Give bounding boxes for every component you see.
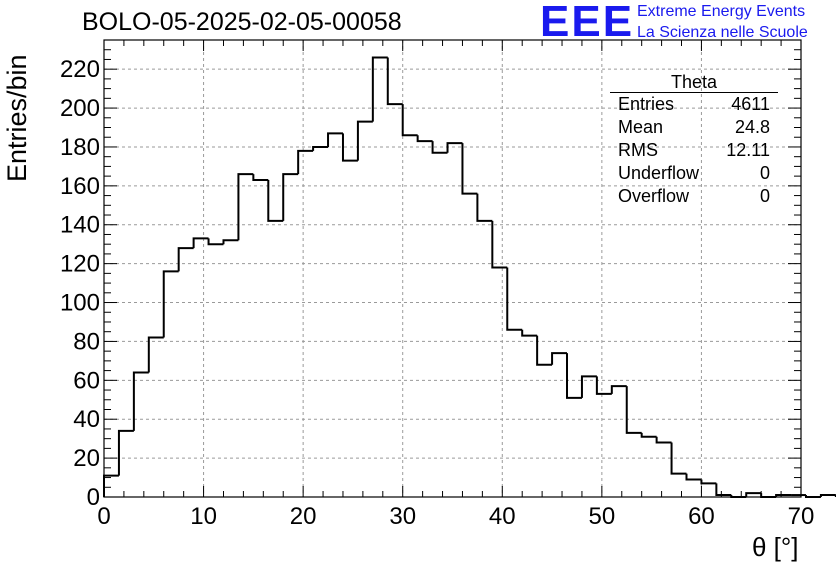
histogram-bin bbox=[521, 329, 538, 337]
logo-text-line1: Extreme Energy Events bbox=[637, 3, 806, 20]
y-axis-label: Entries/bin bbox=[2, 54, 32, 182]
histogram-bin bbox=[625, 386, 642, 434]
histogram-bin bbox=[386, 57, 403, 106]
x-tick-label: 40 bbox=[489, 503, 516, 530]
y-tick-label: 80 bbox=[73, 328, 100, 355]
stats-title: Theta bbox=[610, 72, 778, 93]
axes bbox=[103, 39, 802, 498]
stats-value: 0 bbox=[759, 163, 770, 183]
histogram-bin bbox=[566, 353, 582, 399]
y-tick-label: 60 bbox=[73, 367, 100, 394]
y-tick-label: 100 bbox=[60, 290, 100, 317]
histogram-bin bbox=[670, 442, 687, 475]
histogram-bin bbox=[192, 237, 209, 249]
x-tick-label: 50 bbox=[589, 503, 616, 530]
y-tick-label: 220 bbox=[60, 56, 100, 83]
stats-row-mean: Mean 24.8 bbox=[610, 116, 778, 139]
histogram-bin bbox=[222, 239, 239, 245]
tick-labels: 0 10 20 30 40 50 60 70 0 20 40 60 80 100 120 140 160 180 2… bbox=[60, 56, 814, 530]
histogram-bars bbox=[103, 56, 836, 498]
histogram-bin bbox=[610, 385, 627, 394]
histogram-bin bbox=[685, 473, 702, 481]
stats-row-overflow: Overflow 0 bbox=[610, 185, 778, 208]
y-tick-label: 120 bbox=[60, 251, 100, 278]
histogram-bin bbox=[476, 193, 493, 222]
histogram-bin bbox=[416, 135, 433, 143]
stats-value: 0 bbox=[759, 186, 770, 206]
histogram-bin bbox=[356, 120, 373, 161]
histogram-bin bbox=[341, 133, 358, 162]
histogram-bin bbox=[700, 479, 717, 485]
stats-row-rms: RMS 12.11 bbox=[610, 139, 778, 162]
histogram-bin bbox=[132, 371, 149, 431]
histogram-bin bbox=[267, 180, 284, 222]
stats-label: Overflow bbox=[618, 186, 690, 206]
histogram-bin bbox=[551, 352, 568, 365]
histogram-bin bbox=[117, 429, 134, 476]
histogram-bin bbox=[775, 494, 792, 497]
stats-value: 12.11 bbox=[726, 140, 770, 160]
stats-value: 4611 bbox=[731, 94, 770, 114]
histogram-bin bbox=[446, 142, 463, 153]
stats-label: Entries bbox=[618, 94, 675, 114]
x-tick-label: 30 bbox=[389, 503, 416, 530]
histogram-bin bbox=[655, 436, 672, 444]
histogram-bin bbox=[745, 492, 762, 497]
histogram-bin bbox=[580, 375, 597, 398]
histogram-bin bbox=[595, 376, 612, 395]
x-tick-label: 20 bbox=[290, 503, 317, 530]
stats-label: Mean bbox=[618, 117, 664, 137]
histogram-bin bbox=[819, 494, 836, 497]
y-tick-label: 160 bbox=[60, 173, 100, 200]
histogram-bin bbox=[715, 483, 732, 497]
x-tick-label: 10 bbox=[190, 503, 217, 530]
y-tick-label: 20 bbox=[73, 445, 100, 472]
stats-label: Underflow bbox=[618, 163, 700, 183]
y-tick-label: 140 bbox=[60, 212, 100, 239]
histogram-bin bbox=[103, 474, 119, 497]
histogram-bin bbox=[237, 173, 254, 241]
histogram-bin bbox=[401, 104, 418, 137]
stats-row-entries: Entries 4611 bbox=[610, 93, 778, 116]
plot-frame bbox=[103, 39, 802, 498]
x-tick-label: 60 bbox=[688, 503, 715, 530]
histogram-bin bbox=[536, 335, 553, 366]
histogram-bin bbox=[282, 173, 299, 221]
histogram-bin bbox=[252, 174, 269, 182]
y-tick-label: 200 bbox=[60, 95, 100, 122]
histogram-bin bbox=[371, 56, 388, 122]
histogram-bin bbox=[640, 432, 657, 438]
histogram-bin bbox=[297, 149, 314, 175]
logo-text-line2: La Scienza nelle Scuole bbox=[637, 24, 808, 41]
histogram-bin bbox=[312, 145, 329, 151]
y-tick-label: 40 bbox=[73, 406, 100, 433]
x-tick-label: 0 bbox=[97, 503, 110, 530]
chart-title: BOLO-05-2025-02-05-00058 bbox=[82, 8, 402, 36]
stats-value: 24.8 bbox=[734, 117, 770, 137]
histogram-bin bbox=[177, 247, 194, 272]
histogram-bin bbox=[327, 132, 343, 147]
histogram-bin bbox=[431, 141, 448, 154]
y-tick-label: 180 bbox=[60, 134, 100, 161]
histogram-bin bbox=[506, 267, 523, 331]
stats-box: Theta Entries 4611 Mean 24.8 RMS 12.11 U… bbox=[610, 72, 778, 208]
y-tick-label: 0 bbox=[87, 484, 100, 511]
stats-label: RMS bbox=[618, 140, 658, 160]
histogram-bin bbox=[804, 495, 821, 498]
histogram-bin bbox=[162, 270, 179, 338]
histogram-bin bbox=[147, 336, 164, 373]
stats-row-underflow: Underflow 0 bbox=[610, 162, 778, 185]
x-axis-label: θ [°] bbox=[752, 532, 799, 562]
axis-ticks bbox=[103, 39, 802, 498]
eee-logo: EEE bbox=[540, 0, 635, 46]
histogram-bin bbox=[207, 238, 224, 246]
x-tick-label: 70 bbox=[788, 503, 815, 530]
histogram-bin bbox=[461, 143, 478, 195]
histogram-bin bbox=[491, 220, 508, 269]
